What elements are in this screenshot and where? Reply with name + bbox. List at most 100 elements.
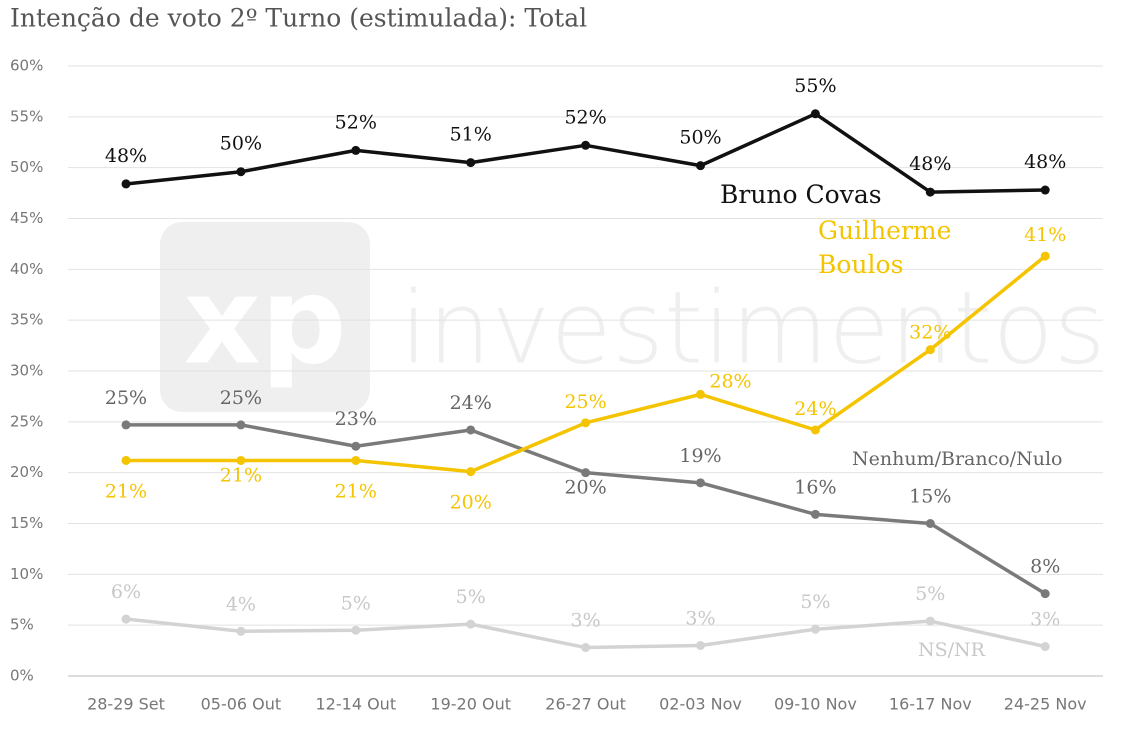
y-tick-label: 40% xyxy=(10,260,43,278)
data-label: 3% xyxy=(1030,609,1060,631)
point xyxy=(696,389,705,399)
x-tick-label: 26-27 Out xyxy=(545,695,626,714)
y-tick-label: 55% xyxy=(10,107,43,125)
chart-title: Intenção de voto 2º Turno (estimulada): … xyxy=(10,4,587,33)
point xyxy=(696,478,705,488)
data-label: 24% xyxy=(794,398,836,420)
x-tick-label: 05-06 Out xyxy=(201,695,282,714)
point xyxy=(810,509,820,519)
y-tick-label: 0% xyxy=(10,667,34,685)
x-tick-label: 24-25 Nov xyxy=(1004,695,1087,714)
watermark-text: investimentos xyxy=(400,269,1106,386)
data-label: 21% xyxy=(220,464,262,486)
data-label: 48% xyxy=(1024,151,1066,173)
data-label: 48% xyxy=(909,153,951,175)
point xyxy=(236,626,246,636)
point xyxy=(581,418,591,428)
watermark-logo: xp xyxy=(183,253,346,392)
data-label: 4% xyxy=(226,593,256,615)
data-label: 51% xyxy=(450,124,492,146)
data-label: 20% xyxy=(450,492,492,514)
data-label: 20% xyxy=(564,477,606,499)
point xyxy=(466,467,476,477)
series-label: NS/NR xyxy=(918,639,985,661)
series-label: Bruno Covas xyxy=(720,180,882,209)
data-label: 50% xyxy=(220,133,262,155)
data-label: 48% xyxy=(105,145,147,167)
data-label: 52% xyxy=(564,106,606,128)
point xyxy=(581,140,591,150)
data-label: 16% xyxy=(794,476,836,498)
point xyxy=(466,425,476,435)
data-label: 50% xyxy=(679,127,721,149)
y-tick-label: 10% xyxy=(10,565,43,583)
data-label: 32% xyxy=(909,322,951,344)
y-tick-label: 35% xyxy=(10,311,43,329)
data-label: 41% xyxy=(1024,224,1066,246)
point xyxy=(810,109,820,119)
point xyxy=(466,158,476,168)
y-tick-label: 60% xyxy=(10,57,43,75)
data-label: 19% xyxy=(679,445,721,467)
point xyxy=(925,187,935,197)
data-label: 6% xyxy=(111,581,141,603)
point xyxy=(581,643,591,653)
data-label: 8% xyxy=(1030,556,1060,578)
data-label: 15% xyxy=(909,486,951,508)
data-label: 23% xyxy=(335,408,377,430)
point xyxy=(351,441,361,451)
data-label: 21% xyxy=(335,480,377,502)
point xyxy=(121,614,131,624)
point xyxy=(925,519,935,528)
y-tick-label: 5% xyxy=(10,616,34,634)
x-tick-label: 28-29 Set xyxy=(87,695,165,714)
y-tick-label: 25% xyxy=(10,412,43,430)
data-label: 25% xyxy=(105,387,147,409)
point xyxy=(466,619,476,629)
x-tick-label: 12-14 Out xyxy=(316,695,397,714)
point xyxy=(121,179,131,189)
point xyxy=(1040,251,1050,261)
data-label: 28% xyxy=(709,370,751,392)
point xyxy=(810,425,820,435)
series-label: Nenhum/Branco/Nulo xyxy=(852,448,1063,470)
x-tick-label: 02-03 Nov xyxy=(659,695,742,714)
data-label: 21% xyxy=(105,480,147,502)
y-tick-label: 45% xyxy=(10,209,43,227)
data-label: 25% xyxy=(564,391,606,413)
point xyxy=(925,345,935,355)
data-label: 25% xyxy=(220,387,262,409)
point xyxy=(1040,642,1050,652)
x-tick-label: 09-10 Nov xyxy=(774,695,857,714)
point xyxy=(581,468,591,478)
watermark: xp xyxy=(160,222,370,412)
data-label: 5% xyxy=(341,592,371,614)
data-label: 5% xyxy=(800,591,830,613)
point xyxy=(925,616,935,626)
data-label: 24% xyxy=(450,392,492,414)
point xyxy=(236,455,246,465)
data-label: 5% xyxy=(456,586,486,608)
data-label: 5% xyxy=(915,583,945,605)
point xyxy=(236,420,246,430)
point xyxy=(236,167,246,177)
y-tick-label: 20% xyxy=(10,463,43,481)
x-tick-label: 19-20 Out xyxy=(430,695,511,714)
series-label: Guilherme Boulos xyxy=(818,216,952,279)
point xyxy=(696,161,705,171)
point xyxy=(696,641,705,650)
point xyxy=(351,455,361,465)
y-tick-label: 30% xyxy=(10,362,43,380)
y-tick-label: 15% xyxy=(10,514,43,532)
data-label: 3% xyxy=(571,610,601,632)
point xyxy=(121,420,131,430)
data-label: 55% xyxy=(794,75,836,97)
point xyxy=(121,455,131,465)
data-label: 52% xyxy=(335,111,377,133)
point xyxy=(1040,589,1050,599)
point xyxy=(351,145,361,155)
y-tick-label: 50% xyxy=(10,158,43,176)
data-label: 3% xyxy=(685,608,715,630)
point xyxy=(810,624,820,634)
